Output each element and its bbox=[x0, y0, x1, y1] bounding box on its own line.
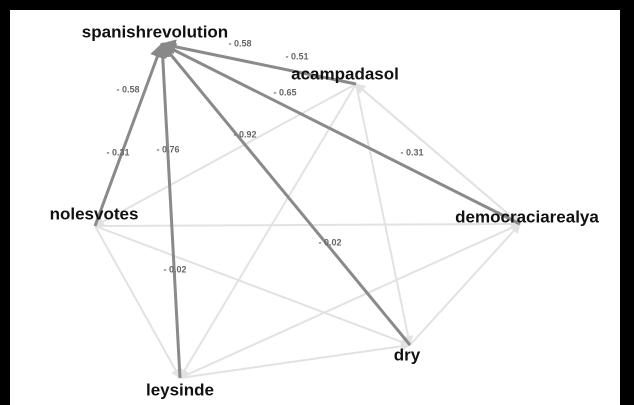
faint-edge bbox=[94, 225, 181, 379]
edge bbox=[160, 42, 412, 346]
node-label: spanishrevolution bbox=[82, 22, 228, 41]
edge-label: - 0.65 bbox=[273, 87, 296, 97]
node-label: leysinde bbox=[146, 380, 214, 399]
faint-edges bbox=[94, 83, 521, 379]
faint-edge bbox=[94, 219, 521, 230]
faint-edge bbox=[409, 223, 521, 346]
edge-label: - 0.58 bbox=[116, 84, 139, 94]
node-label: nolesvotes bbox=[50, 204, 139, 223]
faint-edge bbox=[355, 83, 521, 225]
faint-edge bbox=[179, 223, 521, 379]
faint-edge bbox=[179, 83, 357, 379]
edge-label: - 0.51 bbox=[285, 51, 308, 61]
edge-label: - 0.92 bbox=[233, 129, 256, 139]
faint-edge bbox=[355, 83, 414, 346]
edge bbox=[155, 42, 182, 379]
faint-edge bbox=[94, 225, 411, 347]
edge-label: - 0.02 bbox=[163, 264, 186, 274]
edge-label: - 0.76 bbox=[156, 144, 179, 154]
edge bbox=[93, 42, 165, 227]
edge-label: - 0.02 bbox=[318, 237, 341, 247]
labels: - 0.58 - 0.51 - 0.65 - 0.31 - 0.92 - 0.02 - 0.… bbox=[50, 22, 600, 399]
faint-edge bbox=[179, 341, 411, 379]
edge-label: - 0.31 bbox=[106, 147, 129, 157]
edge bbox=[160, 39, 357, 86]
node-label: dry bbox=[394, 345, 421, 364]
edge bbox=[160, 42, 521, 226]
faint-edge bbox=[94, 83, 357, 227]
edge-label: - 0.58 bbox=[228, 38, 251, 48]
edge-label: - 0.31 bbox=[400, 147, 423, 157]
node-label: acampadasol bbox=[291, 64, 399, 83]
strong-edges bbox=[93, 39, 521, 379]
node-label: democraciarealya bbox=[455, 207, 599, 226]
